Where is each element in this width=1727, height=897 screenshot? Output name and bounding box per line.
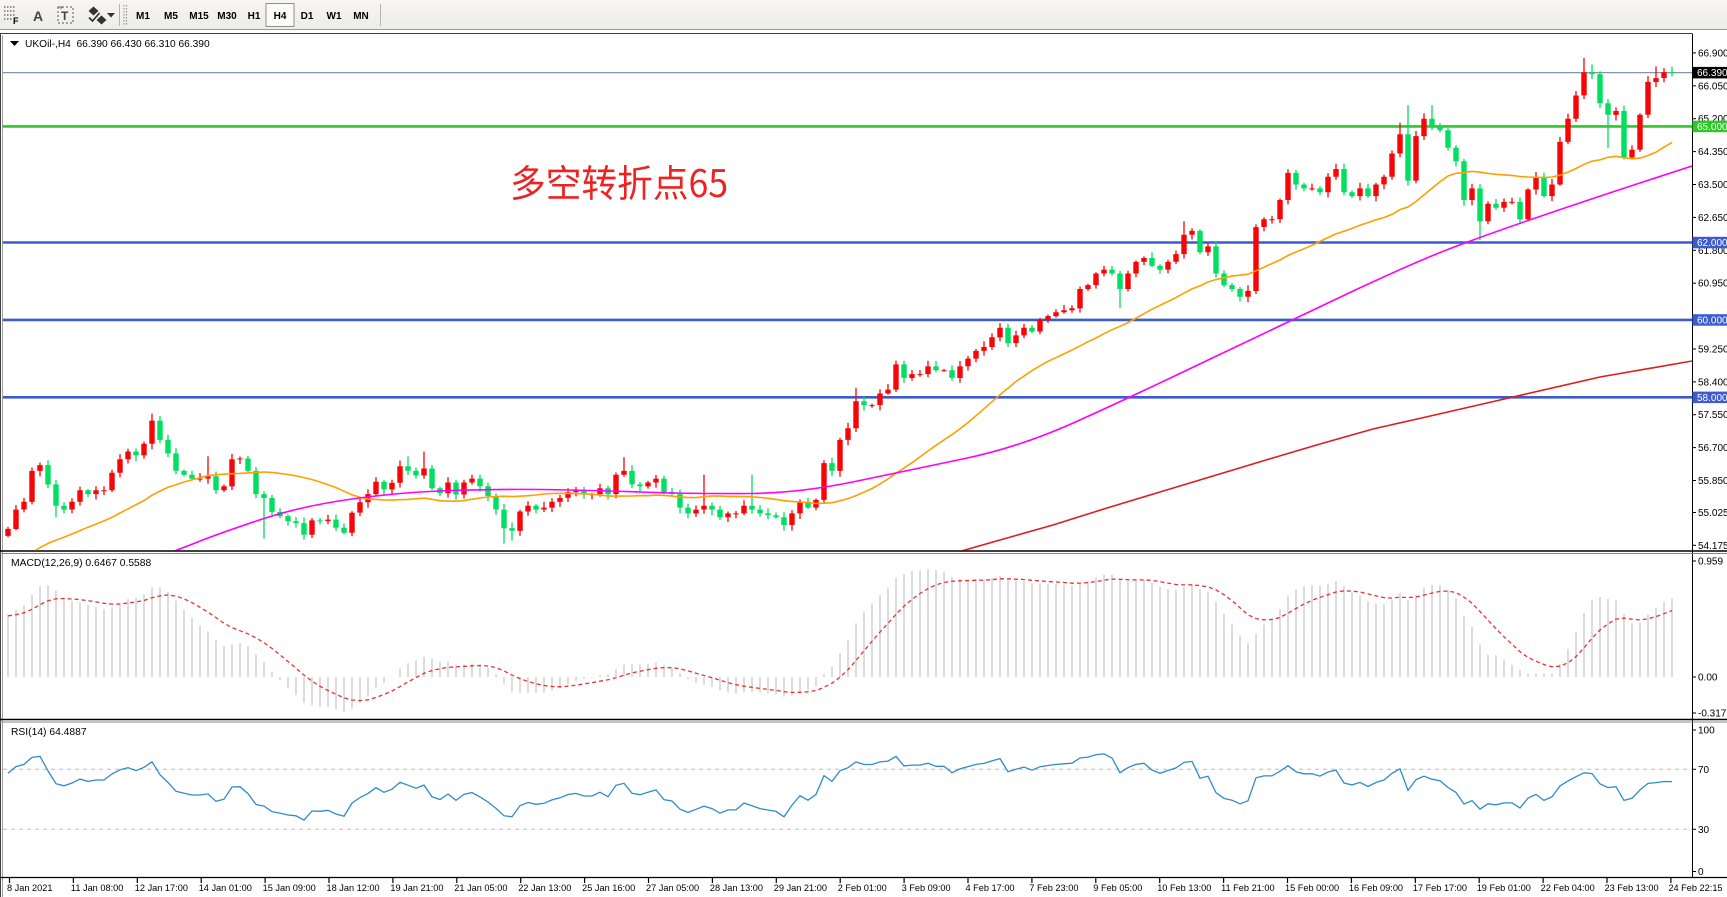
svg-text:11 Jan 08:00: 11 Jan 08:00 [71,883,123,893]
svg-text:MACD(12,26,9) 0.6467 0.5588: MACD(12,26,9) 0.6467 0.5588 [11,558,152,569]
svg-text:UKOil-,H4 66.390 66.430 66.31: UKOil-,H4 66.390 66.430 66.310 66.390 [25,39,210,50]
svg-text:27 Jan 05:00: 27 Jan 05:00 [646,883,699,893]
svg-text:66.390: 66.390 [1697,68,1727,79]
svg-text:8 Jan 2021: 8 Jan 2021 [7,883,52,893]
svg-text:54.175: 54.175 [1698,541,1727,552]
svg-text:W1: W1 [327,11,342,22]
svg-text:M1: M1 [136,11,150,22]
svg-text:M5: M5 [164,11,178,22]
svg-text:15 Feb 00:00: 15 Feb 00:00 [1285,883,1339,893]
svg-text:10 Feb 13:00: 10 Feb 13:00 [1157,883,1211,893]
svg-text:MN: MN [353,11,369,22]
svg-text:0.00: 0.00 [1698,673,1718,684]
svg-text:H4: H4 [274,11,287,22]
svg-text:19 Feb 01:00: 19 Feb 01:00 [1477,883,1531,893]
svg-text:T: T [61,9,69,23]
svg-text:19 Jan 21:00: 19 Jan 21:00 [390,883,443,893]
svg-text:M30: M30 [217,11,237,22]
svg-text:D1: D1 [301,11,314,22]
svg-text:56.700: 56.700 [1698,443,1727,454]
svg-text:61.800: 61.800 [1698,246,1727,257]
svg-text:60.950: 60.950 [1698,279,1727,290]
svg-text:0.959: 0.959 [1698,557,1723,568]
svg-text:59.250: 59.250 [1698,345,1727,356]
svg-text:2 Feb 01:00: 2 Feb 01:00 [838,883,887,893]
svg-text:21 Jan 05:00: 21 Jan 05:00 [454,883,507,893]
svg-text:M15: M15 [189,11,209,22]
svg-text:55.850: 55.850 [1698,476,1727,487]
svg-text:18 Jan 12:00: 18 Jan 12:00 [327,883,380,893]
svg-text:0: 0 [1698,867,1704,878]
svg-text:24 Feb 22:15: 24 Feb 22:15 [1668,883,1722,893]
svg-text:65.000: 65.000 [1697,122,1727,133]
svg-text:55.025: 55.025 [1698,508,1727,519]
svg-text:16 Feb 09:00: 16 Feb 09:00 [1349,883,1403,893]
svg-text:66.050: 66.050 [1698,81,1727,92]
svg-text:25 Jan 16:00: 25 Jan 16:00 [582,883,635,893]
svg-text:70: 70 [1698,765,1710,776]
svg-text:7 Feb 23:00: 7 Feb 23:00 [1029,883,1078,893]
svg-text:30: 30 [1698,825,1710,836]
svg-text:12 Jan 17:00: 12 Jan 17:00 [135,883,188,893]
svg-text:62.650: 62.650 [1698,213,1727,224]
svg-text:64.350: 64.350 [1698,147,1727,158]
svg-text:RSI(14) 64.4887: RSI(14) 64.4887 [11,727,87,738]
svg-text:28 Jan 13:00: 28 Jan 13:00 [710,883,763,893]
svg-text:22 Jan 13:00: 22 Jan 13:00 [518,883,571,893]
svg-text:100: 100 [1698,726,1715,737]
svg-text:60.000: 60.000 [1697,316,1727,327]
svg-text:65.200: 65.200 [1698,114,1727,125]
svg-text:63.500: 63.500 [1698,180,1727,191]
svg-text:62.000: 62.000 [1697,238,1727,249]
svg-text:29 Jan 21:00: 29 Jan 21:00 [774,883,827,893]
svg-text:17 Feb 17:00: 17 Feb 17:00 [1413,883,1467,893]
svg-text:58.400: 58.400 [1698,377,1727,388]
svg-text:22 Feb 04:00: 22 Feb 04:00 [1541,883,1595,893]
svg-text:23 Feb 13:00: 23 Feb 13:00 [1605,883,1659,893]
svg-text:58.000: 58.000 [1697,393,1727,404]
svg-text:A: A [33,8,43,24]
svg-text:4 Feb 17:00: 4 Feb 17:00 [966,883,1015,893]
svg-text:11 Feb 21:00: 11 Feb 21:00 [1221,883,1274,893]
svg-text:H1: H1 [248,11,261,22]
svg-text:57.550: 57.550 [1698,410,1727,421]
svg-text:66.900: 66.900 [1698,48,1727,59]
svg-text:9 Feb 05:00: 9 Feb 05:00 [1093,883,1142,893]
svg-text:15 Jan 09:00: 15 Jan 09:00 [263,883,316,893]
svg-text:14 Jan 01:00: 14 Jan 01:00 [199,883,252,893]
svg-text:3 Feb 09:00: 3 Feb 09:00 [902,883,951,893]
svg-text:F: F [13,16,19,26]
